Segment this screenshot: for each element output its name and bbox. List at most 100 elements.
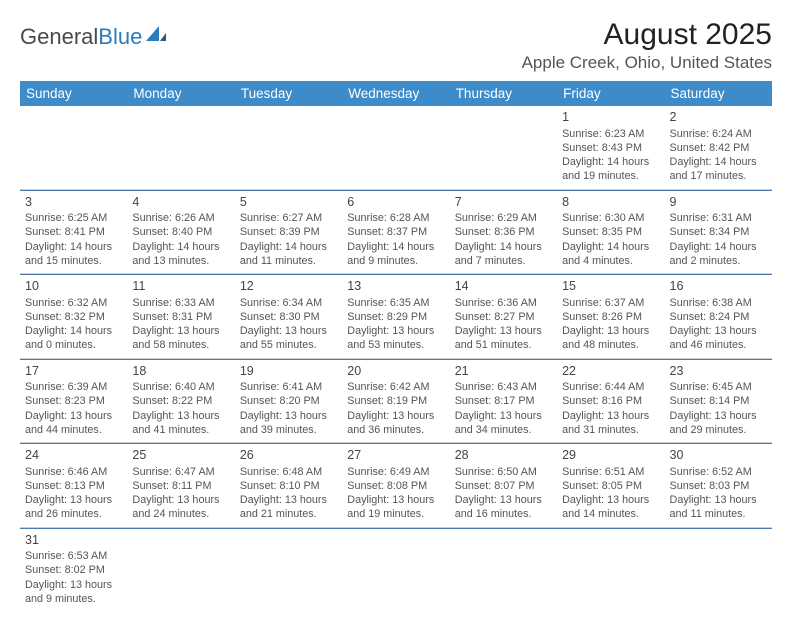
calendar-cell [235,106,342,190]
sunset-text: Sunset: 8:37 PM [347,225,444,239]
sunrise-text: Sunrise: 6:33 AM [132,296,229,310]
calendar-cell: 18Sunrise: 6:40 AMSunset: 8:22 PMDayligh… [127,359,234,444]
weekday-header-row: Sunday Monday Tuesday Wednesday Thursday… [20,81,772,106]
sunrise-text: Sunrise: 6:51 AM [562,465,659,479]
sunrise-text: Sunrise: 6:31 AM [670,211,767,225]
daylight-text: and 17 minutes. [670,169,767,183]
sunrise-text: Sunrise: 6:23 AM [562,127,659,141]
calendar-cell [20,106,127,190]
sunrise-text: Sunrise: 6:39 AM [25,380,122,394]
daylight-text: and 53 minutes. [347,338,444,352]
day-number: 17 [25,363,122,380]
calendar-cell: 8Sunrise: 6:30 AMSunset: 8:35 PMDaylight… [557,190,664,275]
sunset-text: Sunset: 8:16 PM [562,394,659,408]
sunrise-text: Sunrise: 6:29 AM [455,211,552,225]
calendar-cell: 31Sunrise: 6:53 AMSunset: 8:02 PMDayligh… [20,528,127,612]
sunrise-text: Sunrise: 6:28 AM [347,211,444,225]
weekday-header: Wednesday [342,81,449,106]
calendar-cell: 26Sunrise: 6:48 AMSunset: 8:10 PMDayligh… [235,443,342,528]
day-number: 31 [25,532,122,549]
day-number: 24 [25,447,122,464]
day-number: 9 [670,194,767,211]
calendar-cell: 10Sunrise: 6:32 AMSunset: 8:32 PMDayligh… [20,274,127,359]
day-number: 16 [670,278,767,295]
sunrise-text: Sunrise: 6:43 AM [455,380,552,394]
calendar-cell [342,106,449,190]
weekday-header: Monday [127,81,234,106]
calendar-cell: 22Sunrise: 6:44 AMSunset: 8:16 PMDayligh… [557,359,664,444]
daylight-text: and 31 minutes. [562,423,659,437]
brand-part1: General [20,24,98,50]
calendar-cell: 27Sunrise: 6:49 AMSunset: 8:08 PMDayligh… [342,443,449,528]
calendar-cell: 14Sunrise: 6:36 AMSunset: 8:27 PMDayligh… [450,274,557,359]
day-number: 21 [455,363,552,380]
daylight-text: Daylight: 13 hours [347,324,444,338]
sunset-text: Sunset: 8:34 PM [670,225,767,239]
sunset-text: Sunset: 8:27 PM [455,310,552,324]
sunrise-text: Sunrise: 6:24 AM [670,127,767,141]
daylight-text: Daylight: 13 hours [240,493,337,507]
daylight-text: Daylight: 13 hours [240,324,337,338]
brand-logo: GeneralBlue [20,24,167,50]
daylight-text: Daylight: 13 hours [25,493,122,507]
day-number: 2 [670,109,767,126]
daylight-text: Daylight: 14 hours [455,240,552,254]
day-number: 13 [347,278,444,295]
daylight-text: Daylight: 13 hours [670,493,767,507]
calendar-cell: 11Sunrise: 6:33 AMSunset: 8:31 PMDayligh… [127,274,234,359]
sunrise-text: Sunrise: 6:47 AM [132,465,229,479]
daylight-text: Daylight: 13 hours [347,409,444,423]
sunset-text: Sunset: 8:40 PM [132,225,229,239]
daylight-text: and 2 minutes. [670,254,767,268]
sunset-text: Sunset: 8:19 PM [347,394,444,408]
sunrise-text: Sunrise: 6:41 AM [240,380,337,394]
daylight-text: Daylight: 14 hours [562,240,659,254]
daylight-text: and 44 minutes. [25,423,122,437]
daylight-text: Daylight: 13 hours [455,409,552,423]
sail-icon [145,25,167,43]
sunset-text: Sunset: 8:14 PM [670,394,767,408]
calendar-cell: 5Sunrise: 6:27 AMSunset: 8:39 PMDaylight… [235,190,342,275]
daylight-text: Daylight: 14 hours [25,240,122,254]
calendar-cell [342,528,449,612]
daylight-text: Daylight: 13 hours [455,493,552,507]
daylight-text: and 26 minutes. [25,507,122,521]
day-number: 6 [347,194,444,211]
daylight-text: and 0 minutes. [25,338,122,352]
weekday-header: Saturday [665,81,772,106]
daylight-text: Daylight: 13 hours [562,324,659,338]
daylight-text: Daylight: 13 hours [670,409,767,423]
day-number: 28 [455,447,552,464]
sunrise-text: Sunrise: 6:53 AM [25,549,122,563]
daylight-text: and 58 minutes. [132,338,229,352]
calendar-week-row: 31Sunrise: 6:53 AMSunset: 8:02 PMDayligh… [20,528,772,612]
sunrise-text: Sunrise: 6:40 AM [132,380,229,394]
calendar-cell [450,106,557,190]
sunset-text: Sunset: 8:24 PM [670,310,767,324]
sunset-text: Sunset: 8:05 PM [562,479,659,493]
daylight-text: and 46 minutes. [670,338,767,352]
sunset-text: Sunset: 8:39 PM [240,225,337,239]
sunset-text: Sunset: 8:36 PM [455,225,552,239]
sunrise-text: Sunrise: 6:37 AM [562,296,659,310]
calendar-cell: 29Sunrise: 6:51 AMSunset: 8:05 PMDayligh… [557,443,664,528]
weekday-header: Friday [557,81,664,106]
calendar-cell: 7Sunrise: 6:29 AMSunset: 8:36 PMDaylight… [450,190,557,275]
sunrise-text: Sunrise: 6:26 AM [132,211,229,225]
calendar-cell: 30Sunrise: 6:52 AMSunset: 8:03 PMDayligh… [665,443,772,528]
sunset-text: Sunset: 8:20 PM [240,394,337,408]
calendar-cell [235,528,342,612]
daylight-text: and 48 minutes. [562,338,659,352]
calendar-cell: 17Sunrise: 6:39 AMSunset: 8:23 PMDayligh… [20,359,127,444]
day-number: 12 [240,278,337,295]
calendar-cell: 20Sunrise: 6:42 AMSunset: 8:19 PMDayligh… [342,359,449,444]
daylight-text: and 51 minutes. [455,338,552,352]
calendar-week-row: 17Sunrise: 6:39 AMSunset: 8:23 PMDayligh… [20,359,772,444]
day-number: 1 [562,109,659,126]
day-number: 8 [562,194,659,211]
calendar-cell: 23Sunrise: 6:45 AMSunset: 8:14 PMDayligh… [665,359,772,444]
calendar-page: GeneralBlue August 2025 Apple Creek, Ohi… [0,0,792,621]
sunrise-text: Sunrise: 6:34 AM [240,296,337,310]
calendar-cell: 21Sunrise: 6:43 AMSunset: 8:17 PMDayligh… [450,359,557,444]
sunrise-text: Sunrise: 6:36 AM [455,296,552,310]
